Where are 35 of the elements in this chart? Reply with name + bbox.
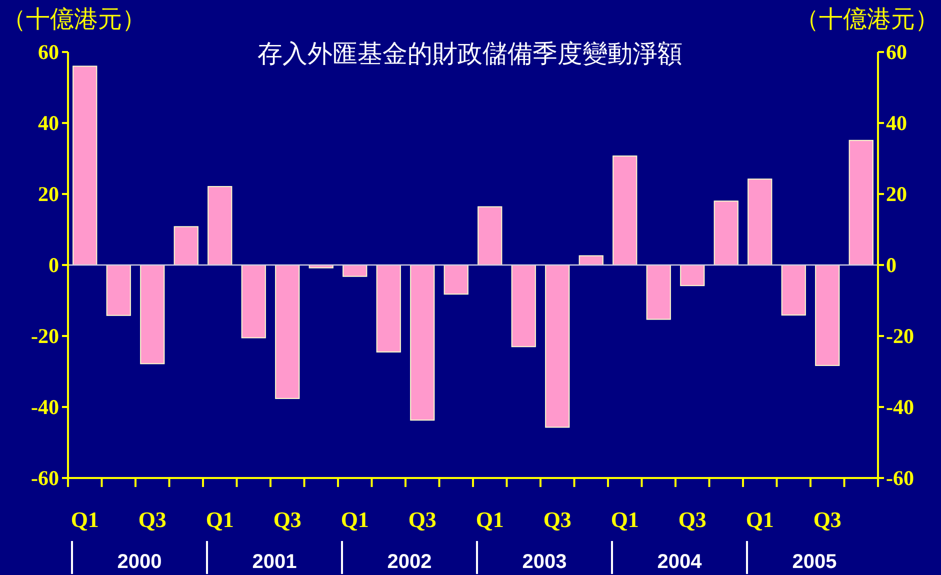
y2-tick-label: 40 [886,111,907,135]
x-tick-label: Q1 [340,507,369,532]
y2-tick-label: -40 [886,395,914,419]
x-tick-label: Q1 [206,507,234,532]
x-tick-label: Q3 [813,507,842,532]
y-tick-label: -20 [31,324,59,348]
text: 2005 [792,551,837,573]
chart-title: 存入外匯基金的財政儲備季度變動淨額 [258,40,682,68]
x-tick-label: Q3 [138,507,166,532]
y2-tick-label: 60 [886,40,907,64]
x-tick-label: Q3 [543,507,572,532]
y-tick-label: 60 [38,40,59,64]
text: 2001 [252,551,297,573]
x-tick-label: Q1 [476,507,504,532]
text: 2002 [387,551,432,573]
text: 2003 [522,551,567,573]
text: 2004 [657,551,703,573]
y2-axis-title: （十億港元） [795,6,939,33]
y2-tick-label: 20 [886,182,907,206]
y-tick-label: 0 [48,253,59,277]
y2-tick-label: -60 [886,466,914,490]
y2-tick-label: 0 [886,253,896,277]
y2-tick-label: -20 [886,324,914,348]
x-tick-label: Q3 [678,507,706,532]
y-tick-label: -40 [31,395,59,419]
x-tick-label: Q1 [610,507,639,532]
y-tick-label: -60 [31,466,59,490]
x-tick-label: Q3 [408,507,436,532]
x-tick-label: Q1 [746,507,774,532]
y-tick-label: 20 [38,182,59,206]
y-axis-title: （十億港元） [2,6,146,33]
text: 2000 [117,551,162,573]
x-tick-label: Q1 [70,507,99,532]
x-tick-label: Q3 [273,507,302,532]
y-tick-label: 40 [38,111,59,135]
